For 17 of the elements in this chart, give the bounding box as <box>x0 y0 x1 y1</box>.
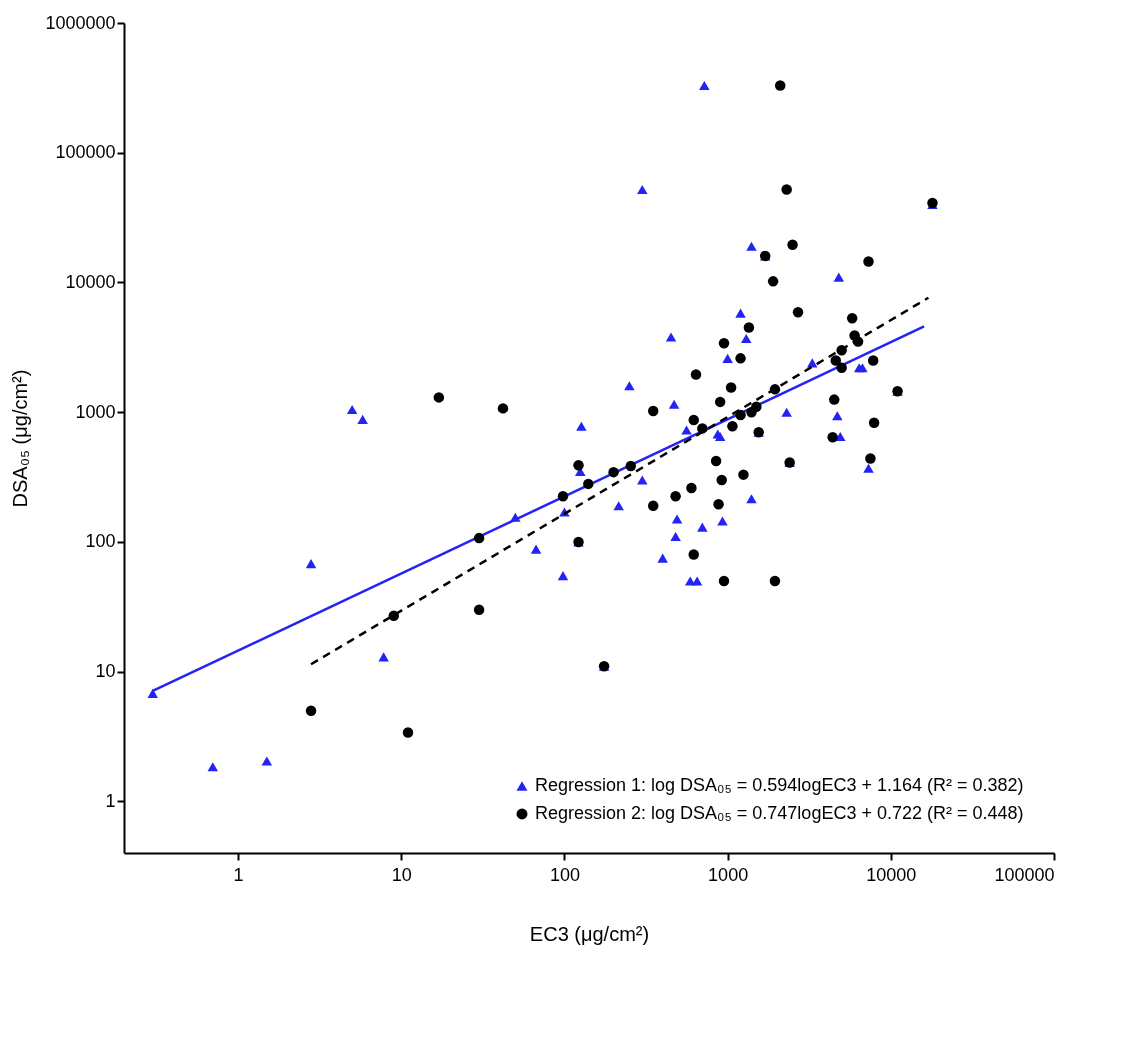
y-tick-label: 100000 <box>55 142 116 163</box>
x-tick-label: 1000 <box>708 864 749 885</box>
x-tick-label: 10000 <box>866 864 917 885</box>
x-tick-label: 1 <box>233 864 244 885</box>
y-tick-label: 100 <box>85 531 116 552</box>
y-tick-label: 10 <box>95 661 116 682</box>
legend-label: Regression 1: log DSA₀₅ = 0.594logEC3 + 1.164 (R² = 0.382) <box>535 775 1024 795</box>
y-tick-label: 1000000 <box>45 12 116 33</box>
y-axis-title: DSA₀₅ (μg/cm²) <box>9 369 32 508</box>
y-tick-label: 10000 <box>65 271 116 292</box>
y-tick-label: 1 <box>105 790 116 811</box>
x-axis-title: EC3 (μg/cm²) <box>529 922 650 945</box>
y-tick-label: 1000 <box>75 401 116 422</box>
x-tick-label: 10 <box>391 864 412 885</box>
x-tick-label: 100000 <box>994 864 1055 885</box>
x-tick-label: 100 <box>549 864 580 885</box>
legend-label: Regression 2: log DSA₀₅ = 0.747logEC3 + 0.722 (R² = 0.448) <box>535 803 1024 823</box>
